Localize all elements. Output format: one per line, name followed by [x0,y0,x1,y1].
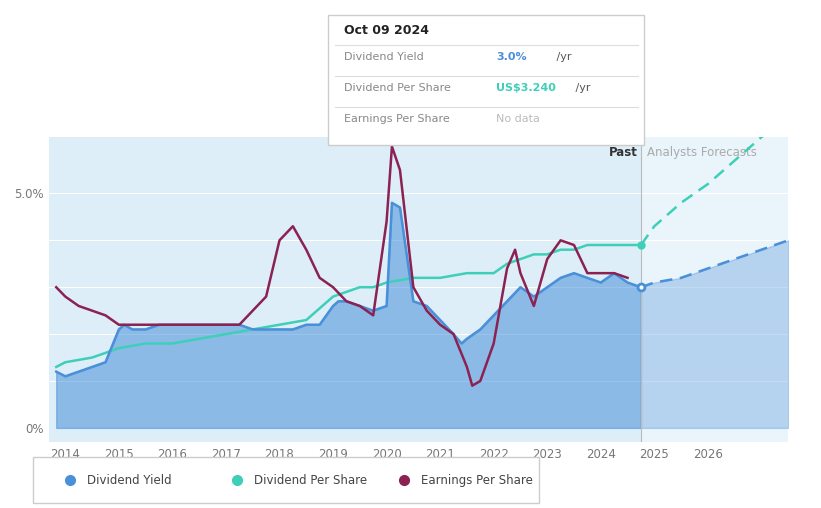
FancyBboxPatch shape [33,457,539,503]
Text: Earnings Per Share: Earnings Per Share [421,473,533,487]
Text: No data: No data [496,114,539,123]
FancyBboxPatch shape [328,15,644,145]
Text: Earnings Per Share: Earnings Per Share [344,114,450,123]
Text: /yr: /yr [571,83,590,92]
Text: Dividend Per Share: Dividend Per Share [255,473,367,487]
Text: Oct 09 2024: Oct 09 2024 [344,24,429,37]
Text: US$3.240: US$3.240 [496,83,556,92]
Text: 3.0%: 3.0% [496,51,526,61]
Bar [641,137,788,442]
Text: /yr: /yr [553,51,571,61]
Text: Past: Past [609,146,638,159]
Text: Dividend Yield: Dividend Yield [344,51,424,61]
Text: Dividend Per Share: Dividend Per Share [344,83,451,92]
Text: Dividend Yield: Dividend Yield [88,473,172,487]
Text: Analysts Forecasts: Analysts Forecasts [647,146,757,159]
